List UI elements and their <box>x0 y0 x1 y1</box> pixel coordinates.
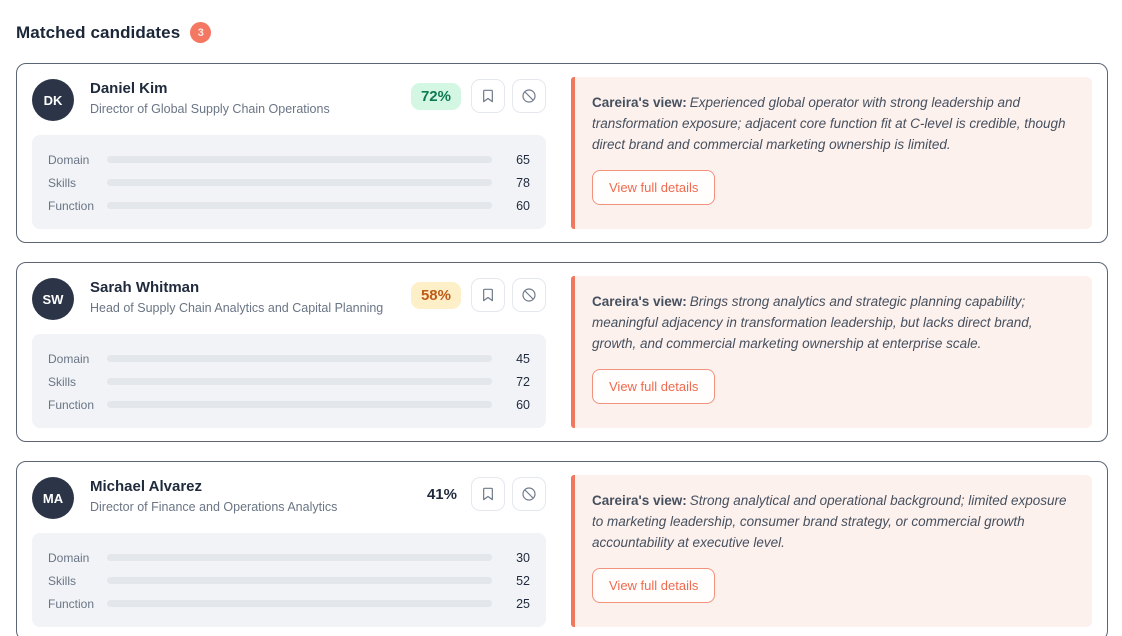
metric-row-function: Function 25 <box>48 592 530 615</box>
metric-label: Skills <box>48 175 77 190</box>
avatar: MA <box>32 477 74 519</box>
careira-view-text: Careira's view: Strong analytical and ope… <box>592 490 1072 553</box>
careira-view-body: Strong analytical and operational backgr… <box>592 493 1067 551</box>
metric-bar-track <box>107 179 492 186</box>
careira-view-body: Brings strong analytics and strategic pl… <box>592 294 1033 352</box>
candidate-header: DK Daniel Kim Director of Global Supply … <box>32 77 546 121</box>
careira-view-text: Careira's view: Experienced global operat… <box>592 92 1072 155</box>
metric-row-function: Function 60 <box>48 393 530 416</box>
metric-label: Domain <box>48 152 90 167</box>
candidate-title: Director of Global Supply Chain Operatio… <box>90 102 330 116</box>
candidate-header: SW Sarah Whitman Head of Supply Chain An… <box>32 276 546 320</box>
dismiss-candidate-button[interactable] <box>512 79 546 113</box>
metric-label: Skills <box>48 374 77 389</box>
metric-value: 78 <box>516 175 530 190</box>
careira-view-panel: Careira's view: Brings strong analytics a… <box>571 276 1092 428</box>
match-metrics-panel: Domain 30 Skills 52 Function 25 <box>32 533 546 627</box>
block-icon <box>521 486 537 502</box>
metric-row-skills: Skills 52 <box>48 569 530 592</box>
metric-value: 65 <box>516 152 530 167</box>
bookmark-icon <box>480 287 496 303</box>
metric-label: Domain <box>48 351 90 366</box>
candidate-title: Head of Supply Chain Analytics and Capit… <box>90 301 384 315</box>
careira-view-label: Careira's view: <box>592 95 687 110</box>
candidate-title: Director of Finance and Operations Analy… <box>90 500 338 514</box>
metric-label: Domain <box>48 550 90 565</box>
metric-bar-track <box>107 554 492 561</box>
candidate-card: MA Michael Alvarez Director of Finance a… <box>16 461 1108 636</box>
metric-value: 45 <box>516 351 530 366</box>
candidate-card: DK Daniel Kim Director of Global Supply … <box>16 63 1108 243</box>
metric-row-domain: Domain 45 <box>48 347 530 370</box>
block-icon <box>521 88 537 104</box>
candidate-identity: Michael Alvarez Director of Finance and … <box>90 475 337 514</box>
metric-label: Function <box>48 397 95 412</box>
careira-view-text: Careira's view: Brings strong analytics a… <box>592 291 1072 354</box>
match-percentage-badge: 41% <box>426 486 457 503</box>
candidate-actions: 72% <box>410 77 546 113</box>
metric-row-domain: Domain 30 <box>48 546 530 569</box>
careira-view-label: Careira's view: <box>592 294 687 309</box>
metric-value: 25 <box>516 596 530 611</box>
metric-bar-track <box>107 355 492 362</box>
metric-value: 30 <box>516 550 530 565</box>
match-metrics-panel: Domain 65 Skills 78 Function 60 <box>32 135 546 229</box>
candidate-identity: Daniel Kim Director of Global Supply Cha… <box>90 77 330 116</box>
dismiss-candidate-button[interactable] <box>512 477 546 511</box>
candidate-name: Michael Alvarez <box>90 478 202 495</box>
block-icon <box>521 287 537 303</box>
page-header: Matched candidates 3 <box>16 22 1107 43</box>
avatar: SW <box>32 278 74 320</box>
metric-bar-track <box>107 600 492 607</box>
candidate-list: DK Daniel Kim Director of Global Supply … <box>16 63 1108 636</box>
metric-value: 52 <box>516 573 530 588</box>
bookmark-icon <box>480 486 496 502</box>
careira-view-panel: Careira's view: Experienced global operat… <box>571 77 1092 229</box>
metric-value: 72 <box>516 374 530 389</box>
metric-row-function: Function 60 <box>48 194 530 217</box>
match-percentage-badge: 58% <box>410 282 461 309</box>
candidate-actions: 41% <box>427 475 546 511</box>
candidate-summary: SW Sarah Whitman Head of Supply Chain An… <box>32 276 546 428</box>
metric-bar-track <box>107 202 492 209</box>
candidate-identity: Sarah Whitman Head of Supply Chain Analy… <box>90 276 383 315</box>
candidate-actions: 58% <box>410 276 546 312</box>
metric-row-domain: Domain 65 <box>48 148 530 171</box>
metric-row-skills: Skills 78 <box>48 171 530 194</box>
candidate-name: Daniel Kim <box>90 80 168 97</box>
metric-bar-track <box>107 156 492 163</box>
save-candidate-button[interactable] <box>471 79 505 113</box>
candidate-summary: DK Daniel Kim Director of Global Supply … <box>32 77 546 229</box>
bookmark-icon <box>480 88 496 104</box>
view-full-details-button[interactable]: View full details <box>592 369 716 405</box>
metric-label: Function <box>48 596 95 611</box>
careira-view-body: Experienced global operator with strong … <box>592 95 1066 153</box>
candidate-name: Sarah Whitman <box>90 279 200 296</box>
avatar: DK <box>32 79 74 121</box>
view-full-details-button[interactable]: View full details <box>592 568 716 604</box>
metric-bar-track <box>107 378 492 385</box>
careira-view-panel: Careira's view: Strong analytical and ope… <box>571 475 1092 627</box>
metric-bar-track <box>107 577 492 584</box>
metric-bar-track <box>107 401 492 408</box>
candidate-header: MA Michael Alvarez Director of Finance a… <box>32 475 546 519</box>
candidate-count-badge: 3 <box>190 22 212 43</box>
save-candidate-button[interactable] <box>471 278 505 312</box>
metric-row-skills: Skills 72 <box>48 370 530 393</box>
metric-label: Function <box>48 198 95 213</box>
dismiss-candidate-button[interactable] <box>512 278 546 312</box>
candidate-card: SW Sarah Whitman Head of Supply Chain An… <box>16 262 1108 442</box>
page-title: Matched candidates <box>16 22 181 42</box>
match-percentage-badge: 72% <box>410 83 461 110</box>
candidate-summary: MA Michael Alvarez Director of Finance a… <box>32 475 546 627</box>
match-metrics-panel: Domain 45 Skills 72 Function 60 <box>32 334 546 428</box>
view-full-details-button[interactable]: View full details <box>592 170 716 206</box>
metric-value: 60 <box>516 397 530 412</box>
save-candidate-button[interactable] <box>471 477 505 511</box>
careira-view-label: Careira's view: <box>592 493 687 508</box>
metric-label: Skills <box>48 573 77 588</box>
metric-value: 60 <box>516 198 530 213</box>
